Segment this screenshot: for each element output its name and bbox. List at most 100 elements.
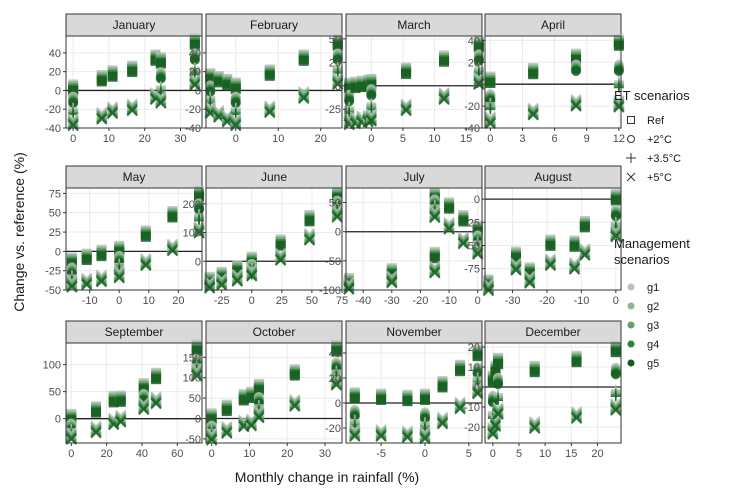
x-tick-label: 5 — [466, 448, 472, 460]
data-point — [610, 401, 622, 413]
facet-title: July — [403, 170, 424, 184]
data-point — [429, 206, 441, 219]
data-point — [138, 403, 150, 416]
data-point — [332, 73, 344, 86]
data-point — [568, 261, 581, 274]
x-tick-label: -20 — [539, 295, 555, 307]
data-point — [471, 248, 484, 260]
data-point — [298, 89, 310, 101]
data-point — [66, 279, 78, 292]
data-point — [68, 85, 79, 96]
y-tick-label: 0 — [474, 382, 480, 394]
x-tick-label: 0 — [613, 295, 619, 307]
data-point — [67, 118, 79, 130]
legend-title-management: Management — [614, 236, 690, 251]
data-point — [457, 233, 470, 245]
legend-item-et: +2°C — [627, 134, 672, 146]
data-point — [570, 410, 583, 423]
data-point — [253, 411, 265, 424]
data-point — [115, 416, 127, 428]
data-point — [429, 262, 441, 274]
data-point — [106, 102, 119, 115]
y-tick-label: 150 — [183, 352, 201, 364]
data-point — [401, 430, 414, 442]
data-point — [138, 398, 150, 411]
data-point — [528, 417, 541, 430]
y-tick-label: 100 — [183, 373, 201, 385]
data-point — [205, 429, 218, 441]
x-tick-label: 20 — [172, 295, 184, 307]
data-point — [246, 393, 257, 404]
data-point — [151, 374, 162, 385]
data-point — [437, 382, 448, 393]
data-point — [113, 270, 125, 282]
data-point — [510, 261, 522, 273]
facet-title: January — [113, 18, 156, 32]
data-point — [166, 243, 179, 255]
legend-label: +2°C — [647, 134, 672, 146]
data-point — [330, 377, 343, 390]
panel-november: November -5 0 5 -20 0 20 40 — [325, 320, 484, 460]
data-point — [298, 92, 310, 105]
data-point — [230, 115, 242, 127]
x-tick-label: 10 — [539, 448, 551, 460]
x-tick-label: 10 — [243, 448, 255, 460]
data-point — [264, 105, 276, 117]
dot-icon — [627, 321, 635, 329]
legend-label: g4 — [647, 339, 659, 351]
data-point — [238, 395, 249, 406]
data-point — [419, 429, 431, 442]
data-point — [493, 379, 504, 390]
data-point — [579, 247, 591, 260]
data-point — [115, 412, 127, 425]
data-point — [471, 383, 484, 395]
data-point — [332, 67, 343, 78]
y-tick-label: 20 — [468, 342, 480, 354]
data-point — [140, 254, 152, 267]
data-point — [115, 396, 126, 407]
x-tick-label: 12 — [613, 133, 625, 145]
data-point — [91, 407, 102, 418]
y-tick-label: 25 — [329, 57, 341, 69]
y-tick-label: 20 — [329, 373, 341, 385]
data-point — [190, 367, 203, 379]
legend-label: Ref — [647, 115, 665, 127]
data-point — [528, 69, 539, 80]
data-point — [189, 77, 201, 90]
data-point — [349, 393, 360, 404]
data-point — [610, 404, 622, 416]
data-point — [492, 406, 504, 419]
facet-title: March — [397, 18, 430, 32]
x-tick-label: 60 — [171, 448, 183, 460]
y-tick-label: 100 — [43, 360, 61, 372]
data-point — [253, 410, 265, 422]
data-point — [115, 411, 127, 423]
data-point — [331, 209, 343, 222]
data-point — [230, 118, 242, 130]
data-point — [527, 109, 539, 121]
data-point — [303, 229, 316, 241]
y-tick-label: -75 — [464, 264, 480, 276]
data-point — [189, 39, 200, 50]
data-point — [487, 377, 498, 388]
y-tick-label: -100 — [319, 285, 341, 297]
x-tick-label: 30 — [319, 448, 331, 460]
data-point — [303, 231, 316, 243]
data-point — [304, 216, 315, 227]
data-point — [80, 277, 93, 289]
data-point — [471, 384, 484, 397]
x-tick-label: 40 — [136, 448, 148, 460]
x-tick-label: -5 — [376, 448, 386, 460]
data-point — [108, 397, 119, 408]
legend-label: g2 — [647, 301, 659, 313]
data-point — [264, 103, 276, 115]
data-point — [190, 368, 203, 381]
data-point — [386, 275, 398, 287]
panel-background — [66, 188, 202, 290]
data-point — [289, 395, 301, 408]
data-point — [400, 103, 412, 115]
data-point — [473, 42, 484, 53]
legend-label: g5 — [647, 358, 659, 370]
data-point — [155, 95, 167, 108]
